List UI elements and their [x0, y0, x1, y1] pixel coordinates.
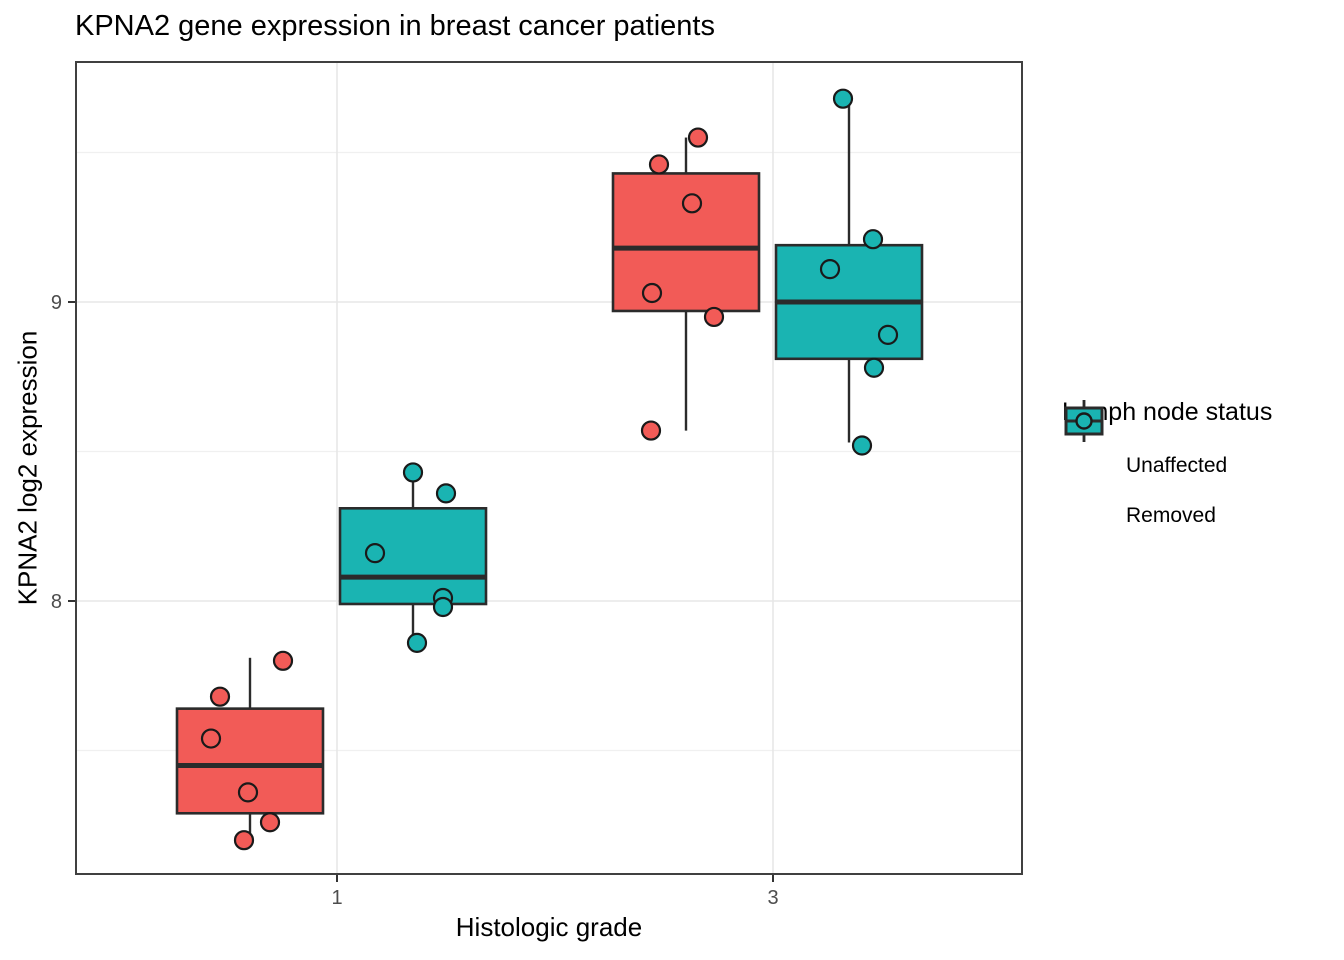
data-point	[703, 306, 725, 328]
data-point	[406, 632, 428, 653]
data-point	[435, 483, 457, 504]
boxplot-glyph	[1064, 400, 1104, 442]
data-point	[402, 462, 424, 483]
y-tick-label: 8	[51, 591, 62, 613]
data-point	[640, 420, 662, 441]
box-removed-grade-1	[338, 507, 488, 606]
data-point	[862, 229, 884, 250]
panel-border	[75, 61, 1023, 875]
legend-label-unaffected: Unaffected	[1126, 454, 1228, 477]
data-point	[432, 596, 454, 618]
box-unaffected-grade-3	[611, 172, 761, 313]
data-point	[364, 543, 386, 564]
boxplot-key-icon	[1064, 400, 1110, 489]
data-point	[237, 782, 259, 803]
data-point	[259, 812, 281, 833]
data-point	[863, 357, 885, 378]
legend: Lymph node status Unaffected Removed	[1062, 398, 1342, 541]
data-point	[687, 127, 709, 148]
legend-label-removed: Removed	[1126, 504, 1216, 527]
data-point	[877, 324, 899, 345]
data-point	[851, 435, 873, 456]
key-point	[1075, 412, 1093, 430]
data-point	[233, 830, 255, 851]
x-tick-label: 3	[767, 887, 778, 909]
data-point	[648, 154, 670, 175]
x-axis-title: Histologic grade	[455, 912, 643, 942]
data-point	[209, 686, 231, 707]
legend-entry-removed: Removed	[1064, 400, 1342, 541]
data-point	[832, 88, 854, 109]
chart-title: KPNA2 gene expression in breast cancer p…	[75, 10, 715, 42]
x-tick-label: 1	[331, 887, 342, 909]
legend-entry-unaffected: Unaffected	[1064, 400, 1342, 491]
data-point	[641, 282, 663, 304]
data-point	[819, 259, 841, 280]
data-point	[681, 193, 703, 214]
data-point	[200, 728, 222, 749]
y-axis-title: KPNA2 log2 expression	[12, 330, 43, 606]
data-point	[272, 650, 294, 671]
y-tick-label: 9	[51, 292, 62, 314]
boxplot-key-icon	[1064, 400, 1110, 539]
